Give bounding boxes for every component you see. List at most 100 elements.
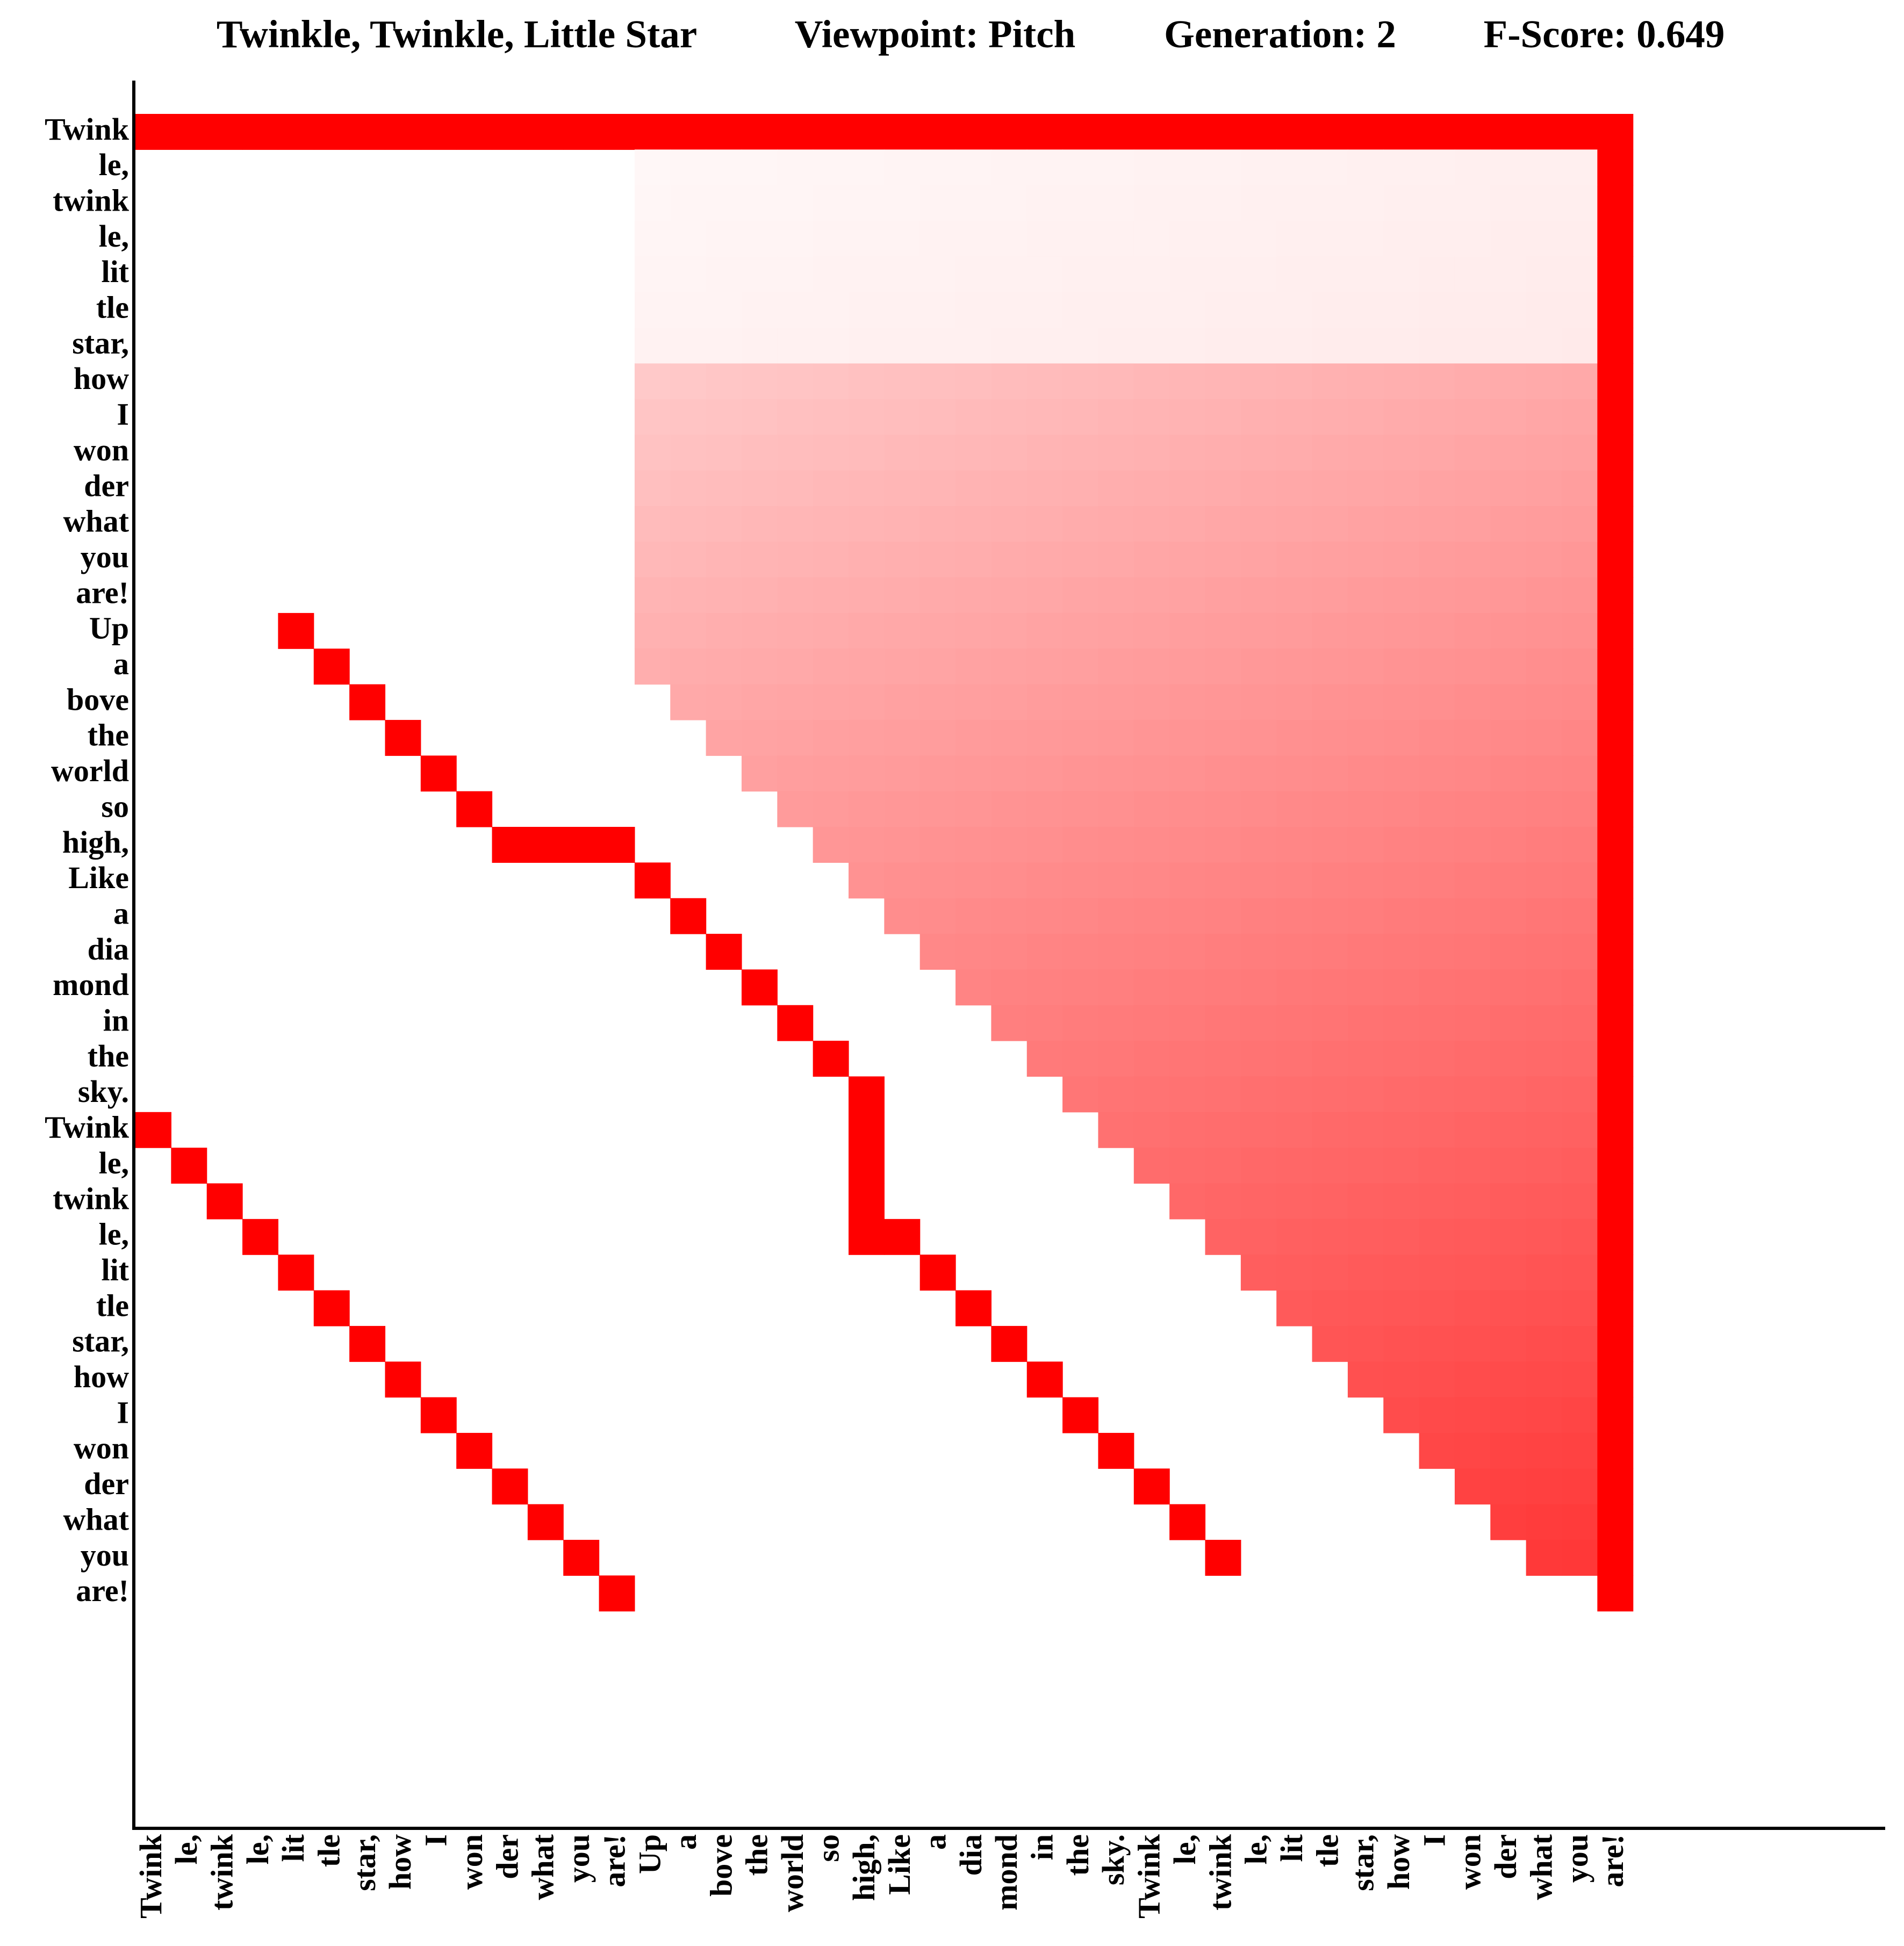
heatmap-cell (1562, 542, 1598, 578)
heatmap-cell (1169, 435, 1206, 471)
heatmap-cell (849, 328, 885, 364)
heatmap-cell (1312, 1325, 1348, 1362)
heatmap-cell (1205, 827, 1241, 863)
heatmap-cell (706, 185, 742, 221)
heatmap-cell (1205, 969, 1241, 1006)
heatmap-cell (1276, 185, 1313, 221)
heatmap-cell (1383, 612, 1420, 649)
heatmap-cell (1169, 1112, 1206, 1148)
heatmap-cell (1597, 542, 1634, 578)
heatmap-cell (1062, 1076, 1099, 1113)
heatmap-cell (1240, 648, 1277, 685)
heatmap-cell (741, 221, 778, 257)
x-tick-label: Twink (1132, 1834, 1167, 1919)
heatmap-cell (706, 292, 742, 328)
heatmap-cell (706, 577, 742, 614)
heatmap-cell (1205, 648, 1241, 685)
heatmap-cell (777, 755, 814, 792)
heatmap-cell (1133, 934, 1170, 970)
heatmap-cell (670, 221, 707, 257)
heatmap-cell (955, 470, 991, 507)
heatmap-cell (1276, 542, 1313, 578)
heatmap-cell (599, 827, 635, 863)
y-tick-label: you (81, 539, 129, 574)
heatmap-cell (1562, 1325, 1598, 1362)
x-tick-label: sky. (1096, 1834, 1131, 1885)
heatmap-cell (1240, 612, 1277, 649)
heatmap-cell (1312, 328, 1348, 364)
heatmap-cell (1526, 1397, 1562, 1433)
heatmap-cell (1098, 114, 1134, 150)
heatmap-cell (1526, 1183, 1562, 1220)
heatmap-cell (1276, 577, 1313, 614)
heatmap-cell (1383, 1219, 1420, 1255)
x-tick-label: Twink (133, 1834, 168, 1919)
heatmap-cell (1312, 542, 1348, 578)
heatmap-cell (1062, 221, 1099, 257)
heatmap-cell (849, 1183, 885, 1220)
heatmap-cell (813, 114, 849, 150)
heatmap-cell (955, 256, 991, 293)
heatmap-cell (1597, 470, 1634, 507)
heatmap-cell (849, 684, 885, 720)
heatmap-cell (1419, 328, 1455, 364)
heatmap-cell (1347, 827, 1384, 863)
heatmap-cell (1490, 577, 1527, 614)
heatmap-cell (991, 684, 1028, 720)
heatmap-cell (456, 114, 493, 150)
heatmap-cell (1098, 506, 1134, 542)
heatmap-cell (1276, 1255, 1313, 1291)
heatmap-cell (1526, 969, 1562, 1006)
heatmap-cell (1026, 1041, 1063, 1077)
x-tick-label: le, (1239, 1834, 1274, 1864)
heatmap-cell (706, 719, 742, 756)
heatmap-cell (955, 221, 991, 257)
heatmap-cell (1133, 292, 1170, 328)
heatmap-cell (1597, 1041, 1634, 1077)
heatmap-cell (919, 328, 956, 364)
heatmap-cell (884, 185, 921, 221)
heatmap-cell (1205, 328, 1241, 364)
heatmap-cell (313, 1290, 350, 1327)
heatmap-cell (1597, 1575, 1634, 1612)
heatmap-cell (171, 114, 207, 150)
heatmap-cell (1026, 648, 1063, 685)
heatmap-cell (813, 149, 849, 186)
y-tick-label: the (88, 1039, 129, 1073)
heatmap-cell (1240, 827, 1277, 863)
heatmap-cell (1312, 435, 1348, 471)
x-tick-label: won (1453, 1834, 1488, 1890)
heatmap-cell (1276, 755, 1313, 792)
heatmap-cell (1026, 577, 1063, 614)
heatmap-cell (1383, 1076, 1420, 1113)
heatmap-cell (1347, 1041, 1384, 1077)
heatmap-cell (741, 612, 778, 649)
heatmap-cell (1562, 684, 1598, 720)
heatmap-cell (1062, 612, 1099, 649)
heatmap-cell (1098, 328, 1134, 364)
heatmap-cell (1062, 648, 1099, 685)
heatmap-cell (1526, 1504, 1562, 1540)
heatmap-cell (1597, 328, 1634, 364)
heatmap-cell (1383, 328, 1420, 364)
heatmap-cell (1312, 791, 1348, 827)
heatmap-cell (884, 827, 921, 863)
heatmap-cell (1062, 969, 1099, 1006)
heatmap-cell (955, 755, 991, 792)
heatmap-cell (527, 827, 564, 863)
heatmap-cell (1205, 612, 1241, 649)
heatmap-cell (634, 648, 671, 685)
heatmap-cell (1205, 292, 1241, 328)
heatmap-cell (1562, 969, 1598, 1006)
heatmap-cell (1133, 1005, 1170, 1041)
heatmap-cell (1454, 1005, 1491, 1041)
heatmap-cell (1383, 1290, 1420, 1327)
heatmap-cell (1454, 363, 1491, 400)
heatmap-cell (991, 755, 1028, 792)
heatmap-cell (1133, 577, 1170, 614)
heatmap-cell (813, 399, 849, 435)
heatmap-cell (813, 256, 849, 293)
heatmap-cell (1347, 934, 1384, 970)
heatmap-cell (1419, 1148, 1455, 1184)
heatmap-cell (1026, 1361, 1063, 1398)
